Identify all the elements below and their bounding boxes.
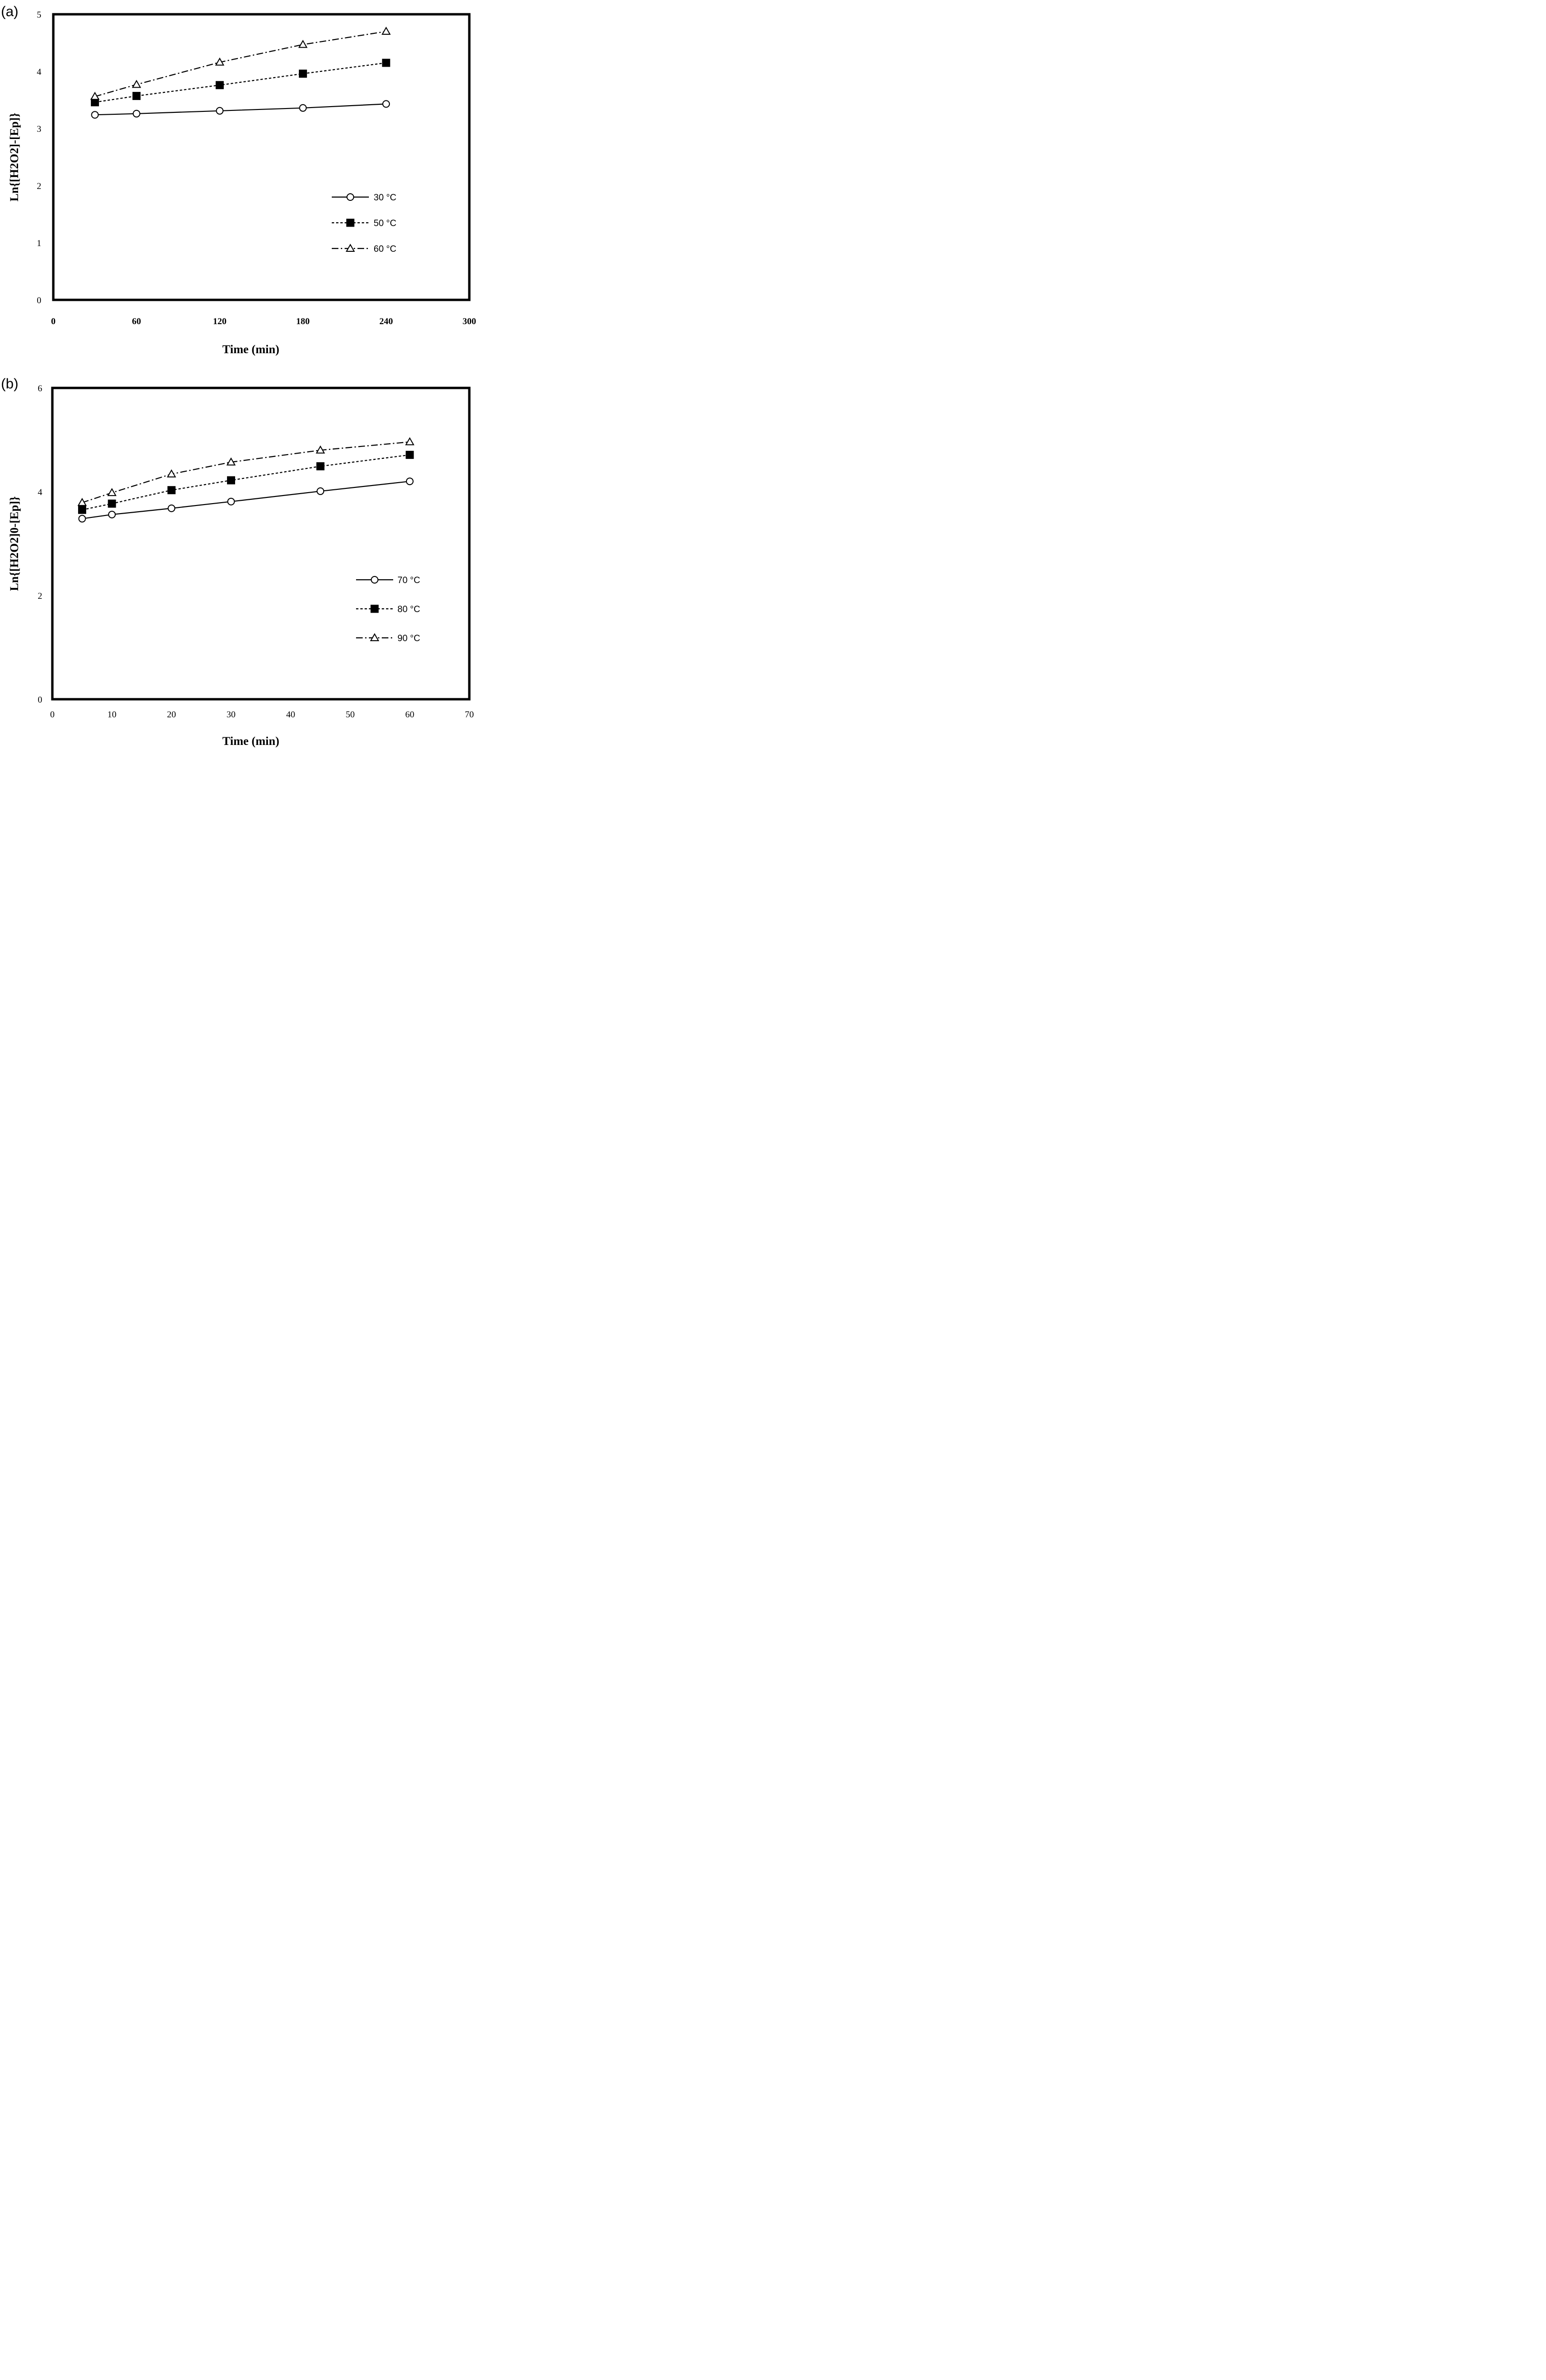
legend-label: 70 °C — [397, 575, 420, 585]
y-tick-label: 2 — [38, 591, 42, 601]
legend-label: 50 °C — [374, 218, 396, 228]
series-layer — [90, 26, 391, 119]
legend-label: 60 °C — [374, 244, 396, 254]
chart-panel-a: (a) 0 60 120 180 240 300 0 1 2 3 4 5 Time (min) Ln{… — [1, 4, 476, 356]
legend: 70 °C 80 °C 90 °C — [356, 575, 420, 644]
data-point — [91, 111, 99, 119]
data-point — [78, 515, 86, 523]
series-line — [82, 481, 410, 519]
data-point — [108, 499, 116, 508]
x-tick-label: 40 — [286, 710, 295, 720]
x-axis-title: Time (min) — [222, 343, 279, 356]
data-point — [298, 40, 308, 48]
data-point — [316, 445, 325, 454]
data-point — [317, 487, 325, 495]
data-point — [227, 497, 235, 506]
x-tick-label: 20 — [167, 710, 176, 720]
legend-marker — [346, 243, 355, 252]
data-point — [406, 477, 414, 486]
y-tick-label: 6 — [38, 384, 42, 394]
data-point — [406, 451, 414, 459]
legend-label: 90 °C — [397, 634, 420, 644]
data-point — [298, 69, 307, 78]
legend-label: 30 °C — [374, 193, 396, 203]
x-tick-label: 180 — [296, 317, 310, 327]
data-point — [382, 100, 390, 108]
data-point — [381, 26, 391, 35]
data-point — [77, 497, 87, 506]
data-point — [382, 59, 390, 67]
panel-label: (b) — [1, 376, 19, 392]
data-point — [132, 79, 141, 88]
chart-panel-b: (b) 0 10 20 30 40 50 60 70 0 2 4 6 Time (min) Ln{[H… — [1, 376, 474, 748]
data-point — [78, 506, 87, 514]
y-tick-label: 2 — [37, 181, 41, 191]
x-tick-label: 300 — [463, 317, 476, 327]
x-tick-label: 0 — [50, 710, 55, 720]
data-point — [107, 488, 117, 496]
legend-marker — [370, 605, 379, 613]
y-tick-label: 4 — [37, 67, 41, 77]
legend: 30 °C 50 °C 60 °C — [332, 193, 396, 254]
x-tick-label: 50 — [346, 710, 355, 720]
plot-frame — [51, 387, 471, 701]
y-tick-label: 4 — [38, 487, 42, 497]
legend-marker — [371, 576, 378, 584]
y-tick-label: 1 — [37, 238, 41, 248]
data-point — [132, 109, 140, 118]
series-line — [82, 441, 410, 503]
x-tick-label: 10 — [108, 710, 117, 720]
series-layer — [77, 437, 415, 523]
data-point — [167, 469, 177, 477]
y-axis-title: Ln{[H2O2]-[Ep]} — [8, 113, 21, 202]
data-point — [132, 92, 141, 100]
data-point — [168, 504, 176, 512]
data-point — [226, 457, 236, 466]
panel-label: (a) — [1, 4, 19, 20]
data-point — [216, 107, 224, 115]
legend-label: 80 °C — [397, 605, 420, 615]
y-tick-label: 0 — [38, 695, 42, 705]
x-tick-label: 30 — [227, 710, 236, 720]
tick-labels: 0 10 20 30 40 50 60 70 0 2 4 6 — [38, 384, 474, 720]
x-tick-label: 70 — [465, 710, 474, 720]
y-tick-label: 3 — [37, 124, 41, 134]
y-tick-label: 5 — [37, 10, 41, 20]
x-tick-label: 240 — [379, 317, 393, 327]
x-tick-label: 0 — [51, 317, 56, 327]
data-point — [227, 476, 235, 485]
series-line — [82, 454, 410, 511]
data-point — [215, 57, 225, 66]
data-point — [108, 510, 116, 518]
legend-marker — [347, 193, 354, 201]
data-point — [299, 104, 307, 112]
plot-frame — [52, 13, 471, 301]
data-point — [167, 486, 176, 495]
data-point — [316, 462, 325, 471]
data-point — [405, 437, 415, 446]
data-point — [90, 91, 100, 100]
x-tick-label: 60 — [405, 710, 414, 720]
x-axis-title: Time (min) — [222, 735, 279, 748]
x-tick-label: 120 — [213, 317, 227, 327]
legend-marker — [346, 218, 355, 227]
tick-labels: 0 60 120 180 240 300 0 1 2 3 4 5 — [37, 10, 476, 327]
legend-marker — [370, 633, 379, 641]
data-point — [216, 81, 224, 89]
x-tick-label: 60 — [132, 317, 141, 327]
y-tick-label: 0 — [37, 296, 41, 306]
y-axis-title: Ln{[H2O2]0-[Ep]} — [8, 496, 21, 591]
